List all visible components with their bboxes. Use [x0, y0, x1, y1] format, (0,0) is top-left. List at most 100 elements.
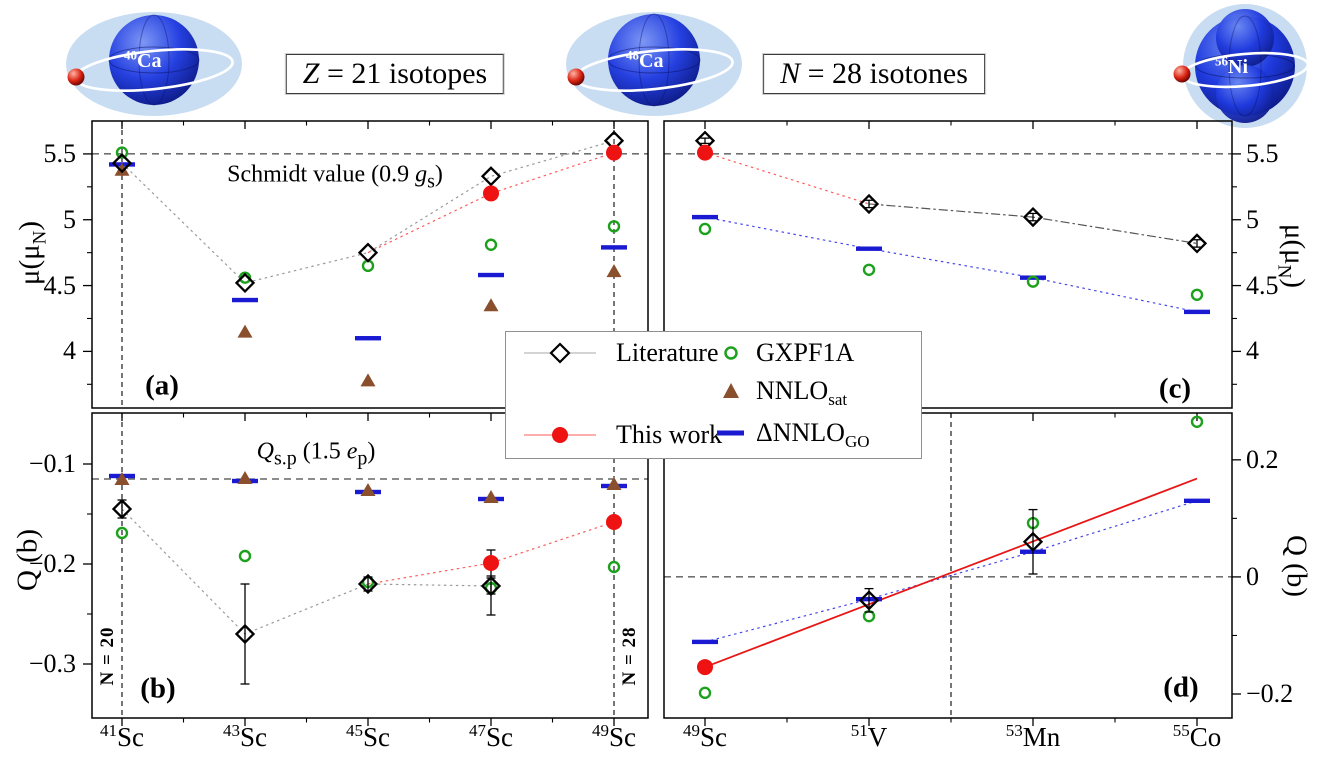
- this_work-marker: [606, 144, 622, 161]
- literature-marker: [357, 573, 379, 595]
- literature-marker: [111, 498, 133, 520]
- nnlo_sat-marker: [360, 373, 376, 387]
- gxpf1a-marker-icon: [724, 346, 738, 360]
- y-tick-label: 4: [1246, 336, 1259, 366]
- nnlo_sat-marker: [237, 324, 253, 338]
- y-axis-title-q-right: Q (b): [1280, 534, 1313, 598]
- x-tick-label: 43Sc: [223, 721, 267, 752]
- nnlo_sat-marker: [114, 162, 130, 176]
- panel-a-frame: [91, 120, 649, 409]
- this_work-marker: [697, 144, 713, 161]
- gxpf1a-marker: [862, 263, 876, 276]
- y-tick-label: −0.2: [1246, 678, 1294, 708]
- nnlo_sat-marker: [483, 298, 499, 312]
- nucleus-48ca-graphic: [566, 12, 742, 116]
- y-axis-title-mu-left: μ(μN): [13, 220, 51, 286]
- y-tick-label: 4.5: [1246, 270, 1279, 300]
- literature-line: [121, 140, 615, 284]
- dnnlo_go-marker: [1184, 498, 1210, 504]
- dnnlo_go-marker: [692, 214, 718, 220]
- dnnlo_go-marker: [856, 246, 882, 251]
- gxpf1a-marker: [1190, 415, 1204, 428]
- literature-marker: [111, 153, 133, 174]
- panel-letter-b: (b): [140, 672, 176, 705]
- gxpf1a-marker: [484, 238, 498, 251]
- gxpf1a-marker: [115, 146, 129, 159]
- literature-marker: [480, 166, 502, 187]
- y-axis-title-mu-right: μ(μN): [1273, 223, 1311, 289]
- y-tick-label: −0.3: [28, 649, 76, 678]
- x-tick-label: 53Mn: [1005, 721, 1061, 752]
- panel-b-frame: [91, 412, 649, 719]
- nucleus-56ni-label: 56Ni: [1215, 53, 1248, 78]
- x-tick-label: 49Sc: [683, 721, 727, 752]
- legend-item-nnlo-sat: NNLOsat: [718, 374, 847, 408]
- schmidt-value-label: Schmidt value (0.9 gs): [227, 161, 443, 193]
- y-tick-label: 5.5: [1246, 138, 1279, 168]
- literature-line: [121, 508, 492, 635]
- gxpf1a-marker: [698, 686, 712, 700]
- y-tick-label: 4: [63, 336, 76, 366]
- y-tick-label: 0.2: [1246, 444, 1279, 474]
- nucleus-40ca-graphic: [66, 12, 242, 116]
- dnnlo_go-marker: [1184, 309, 1210, 315]
- this-work-marker-icon: [524, 427, 596, 443]
- dnnlo_go-marker: [232, 297, 258, 303]
- literature-marker: [234, 272, 256, 294]
- literature-marker-icon: [524, 342, 596, 364]
- dnnlo_go-marker: [692, 639, 718, 645]
- gxpf1a-marker: [698, 222, 712, 236]
- literature-marker: [480, 575, 502, 597]
- panel-c-frame: [663, 120, 1233, 409]
- gxpf1a-marker: [607, 560, 621, 574]
- nnlo_sat-marker: [114, 472, 130, 485]
- legend: Literature This work GXPF1A NNLOsat: [505, 331, 922, 459]
- y-tick-label: −0.2: [28, 549, 76, 578]
- panel-letter-c: (c): [1158, 372, 1192, 405]
- nnlo_sat-marker: [606, 477, 622, 490]
- panel-d-frame: [663, 412, 1233, 719]
- dnnlo_go-marker: [478, 272, 504, 278]
- qsp-label: Qs.p (1.5 ep): [256, 438, 376, 470]
- this_work-line: [704, 477, 1198, 668]
- panel-letter-d: (d): [1163, 671, 1199, 704]
- gxpf1a-marker: [1190, 288, 1204, 301]
- nucleus-56ni-graphic: [1173, 4, 1310, 128]
- y-tick-label: 5: [63, 204, 76, 234]
- nucleus-48ca-label: 48Ca: [626, 47, 664, 72]
- y-tick-label: 0: [1246, 561, 1259, 591]
- y-tick-label: 5.5: [43, 138, 77, 168]
- gxpf1a-marker: [238, 549, 252, 563]
- x-tick-label: 51V: [850, 721, 888, 752]
- dnnlo_go-marker: [355, 336, 381, 341]
- this_work-marker: [483, 555, 499, 571]
- dnnlo-go-marker-icon: [717, 430, 744, 436]
- y-axis-title-q-left: Q (b): [11, 528, 44, 592]
- literature-marker: [1022, 206, 1044, 228]
- dnnlo_go-line: [704, 500, 1198, 643]
- dnnlo_go-line: [704, 216, 1198, 313]
- nucleus-40ca-label: 40Ca: [124, 47, 162, 72]
- title-n28-isotones: N = 28 isotones: [762, 53, 986, 95]
- literature-marker: [858, 193, 880, 215]
- gxpf1a-marker: [607, 220, 621, 233]
- x-tick-label: 49Sc: [592, 721, 636, 752]
- literature-marker: [1186, 233, 1208, 254]
- gxpf1a-marker: [238, 271, 252, 284]
- nnlo_sat-marker: [483, 490, 499, 503]
- this_work-marker: [483, 185, 499, 202]
- n20-guide-label: N = 20: [97, 626, 118, 686]
- x-tick-label: 47Sc: [469, 721, 513, 752]
- nnlo-sat-marker-icon: [723, 383, 739, 398]
- gxpf1a-marker: [115, 526, 129, 540]
- nnlo_sat-marker: [360, 483, 376, 496]
- legend-item-gxpf1a: GXPF1A: [718, 336, 854, 370]
- n28-guide-label: N = 28: [619, 626, 640, 686]
- title-z21-isotopes: Z = 21 isotopes: [284, 53, 506, 95]
- y-tick-label: 4.5: [43, 270, 77, 300]
- x-tick-label: 45Sc: [346, 721, 390, 752]
- this_work-line: [704, 152, 870, 205]
- y-tick-label: −0.1: [28, 449, 76, 478]
